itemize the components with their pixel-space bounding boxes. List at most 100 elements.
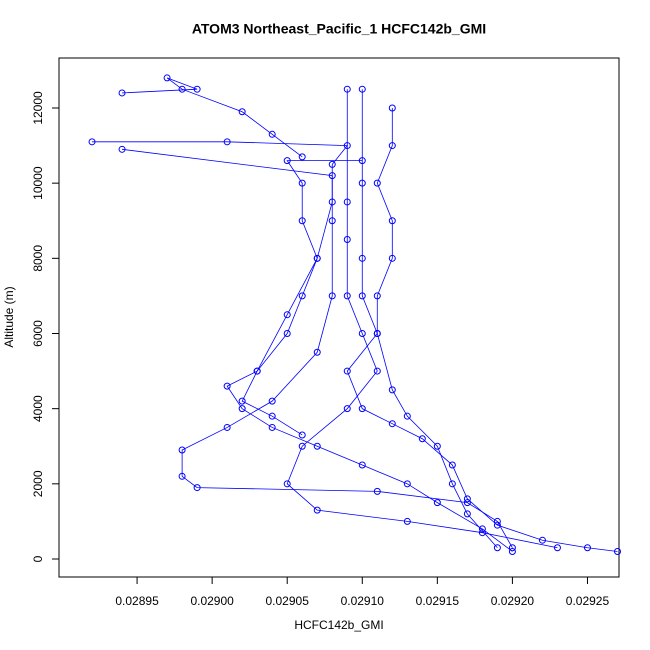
data-point xyxy=(463,510,471,518)
data-point xyxy=(238,108,246,116)
data-point xyxy=(388,386,396,394)
profile-line xyxy=(226,160,513,552)
y-axis-label: Altitude (m) xyxy=(2,286,16,347)
x-tick-label: 0.02920 xyxy=(491,594,535,608)
data-point xyxy=(88,138,96,146)
data-point xyxy=(298,217,306,225)
data-point xyxy=(463,495,471,503)
data-point xyxy=(298,431,306,439)
y-tick-label: 2000 xyxy=(31,470,45,497)
data-point xyxy=(328,172,336,180)
data-point xyxy=(553,544,561,552)
data-point xyxy=(238,397,246,405)
x-tick-label: 0.02905 xyxy=(266,594,310,608)
data-point xyxy=(433,499,441,507)
data-point xyxy=(118,89,126,97)
data-point xyxy=(373,487,381,495)
data-point xyxy=(313,254,321,262)
data-point xyxy=(343,236,351,244)
data-point xyxy=(508,544,516,552)
data-point xyxy=(373,367,381,375)
chart-title: ATOM3 Northeast_Pacific_1 HCFC142b_GMI xyxy=(192,21,486,37)
data-point xyxy=(253,367,261,375)
data-point xyxy=(178,85,186,93)
data-point xyxy=(268,397,276,405)
data-point xyxy=(223,138,231,146)
data-point xyxy=(298,179,306,187)
data-point xyxy=(328,217,336,225)
data-point xyxy=(448,461,456,469)
data-point xyxy=(493,517,501,525)
data-point xyxy=(433,442,441,450)
profile-line xyxy=(346,107,618,552)
profile-line xyxy=(286,89,558,549)
data-point xyxy=(268,130,276,138)
data-point xyxy=(388,217,396,225)
data-point xyxy=(358,329,366,337)
y-tick-label: 12000 xyxy=(31,91,45,125)
data-point xyxy=(493,544,501,552)
x-tick-label: 0.02910 xyxy=(341,594,385,608)
data-point xyxy=(328,198,336,206)
data-point xyxy=(403,517,411,525)
x-axis-label: HCFC142b_GMI xyxy=(294,618,383,632)
x-tick-label: 0.02915 xyxy=(416,594,460,608)
data-point xyxy=(268,423,276,431)
data-point xyxy=(343,85,351,93)
profile-line xyxy=(92,141,513,548)
data-point xyxy=(178,472,186,480)
data-point xyxy=(343,292,351,300)
data-point xyxy=(343,367,351,375)
x-tick-label: 0.02925 xyxy=(566,594,610,608)
data-point xyxy=(238,405,246,413)
data-point xyxy=(283,480,291,488)
data-point xyxy=(478,529,486,537)
data-point xyxy=(388,104,396,112)
data-point xyxy=(508,547,516,555)
data-point xyxy=(418,435,426,443)
data-point xyxy=(463,499,471,507)
x-tick-label: 0.02900 xyxy=(190,594,234,608)
y-tick-label: 0 xyxy=(31,555,45,562)
data-point xyxy=(223,382,231,390)
plot-frame xyxy=(58,57,620,578)
data-point xyxy=(268,412,276,420)
data-point xyxy=(358,405,366,413)
y-tick-label: 10000 xyxy=(31,166,45,200)
data-point xyxy=(118,145,126,153)
data-point xyxy=(283,311,291,319)
data-point xyxy=(283,329,291,337)
data-point xyxy=(373,292,381,300)
data-point xyxy=(373,329,381,337)
data-point xyxy=(193,85,201,93)
y-tick-label: 8000 xyxy=(31,245,45,272)
data-point xyxy=(313,442,321,450)
data-point xyxy=(178,446,186,454)
data-point xyxy=(358,292,366,300)
data-point xyxy=(328,292,336,300)
profile-line xyxy=(361,89,498,548)
data-point xyxy=(583,544,591,552)
data-point xyxy=(358,461,366,469)
data-point xyxy=(343,405,351,413)
x-tick-label: 0.02895 xyxy=(115,594,159,608)
data-point xyxy=(343,198,351,206)
data-point xyxy=(163,74,171,82)
data-point xyxy=(448,480,456,488)
profile-line xyxy=(122,77,303,158)
data-point xyxy=(388,420,396,428)
data-point xyxy=(613,547,621,555)
data-point xyxy=(358,179,366,187)
y-tick-label: 4000 xyxy=(31,395,45,422)
data-point xyxy=(313,506,321,514)
data-point xyxy=(298,292,306,300)
data-point xyxy=(193,484,201,492)
data-point xyxy=(388,254,396,262)
data-point xyxy=(478,525,486,533)
data-point xyxy=(358,85,366,93)
data-point xyxy=(388,142,396,150)
data-point xyxy=(313,348,321,356)
profile-line xyxy=(122,148,333,436)
data-point xyxy=(373,179,381,187)
